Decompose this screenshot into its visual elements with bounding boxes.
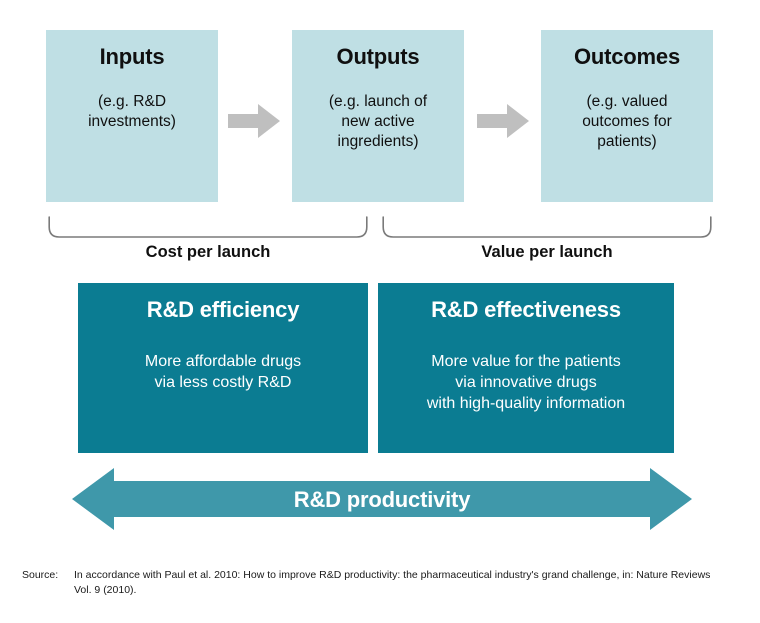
stage-title-inputs: Inputs xyxy=(99,44,165,69)
bracket-label-cost-per-launch: Cost per launch xyxy=(145,243,271,261)
concept-description-rd-efficiency: More affordable drugs via less costly R&D xyxy=(144,353,302,391)
bracket-label-value-per-launch: Value per launch xyxy=(481,243,613,261)
concept-box-rd-effectiveness: R&D effectiveness More value for the pat… xyxy=(378,283,674,453)
stage-box-outcomes: Outcomes (e.g. valued outcomes for patient… xyxy=(541,30,713,202)
concept-box-rd-efficiency: R&D efficiency More affordable drugs via … xyxy=(78,283,368,453)
source-label: Source: xyxy=(22,569,59,581)
concept-title-rd-effectiveness: R&D effectiveness xyxy=(431,297,621,322)
stage-box-inputs: Inputs (e.g. R&D investments) xyxy=(46,30,218,202)
stage-description-inputs: (e.g. R&D investments) xyxy=(88,93,176,130)
right-arrow-icon xyxy=(228,104,280,138)
right-arrow-icon xyxy=(477,104,529,138)
stage-description-outputs: (e.g. launch of new active ingredients) xyxy=(328,93,428,150)
productivity-arrow-label: R&D productivity xyxy=(293,487,471,512)
concept-description-rd-effectiveness: More value for the patients via innovativ… xyxy=(426,353,626,412)
source-note: Source: In accordance with Paul et al. 2… xyxy=(22,568,722,598)
stage-description-outcomes: (e.g. valued outcomes for patients) xyxy=(582,93,672,150)
source-text: In accordance with Paul et al. 2010: How… xyxy=(74,569,711,596)
stage-title-outputs: Outputs xyxy=(336,44,420,69)
double-headed-arrow-icon xyxy=(72,468,692,530)
stage-box-outputs: Outputs (e.g. launch of new active ingredi… xyxy=(292,30,464,202)
stage-title-outcomes: Outcomes xyxy=(574,44,680,69)
brace-bracket-icon xyxy=(382,216,712,238)
concept-title-rd-efficiency: R&D efficiency xyxy=(146,297,300,322)
brace-bracket-icon xyxy=(48,216,368,238)
